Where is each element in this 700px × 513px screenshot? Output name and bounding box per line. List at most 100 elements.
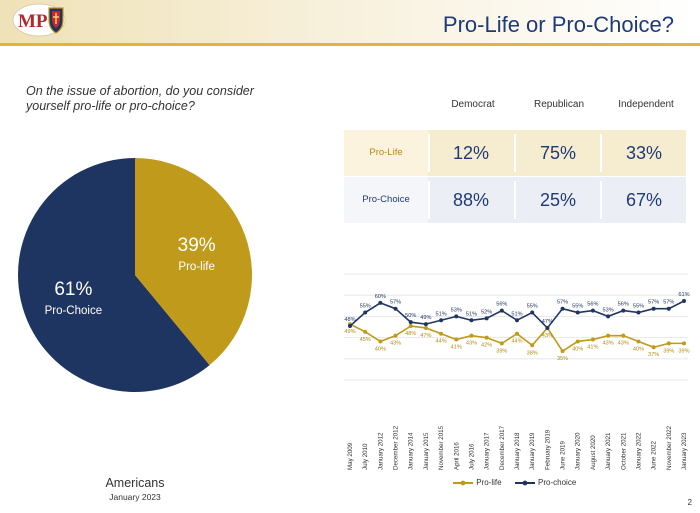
x-tick-label: August 2020 <box>590 435 597 470</box>
data-label: 49% <box>420 315 431 321</box>
data-label: 43% <box>542 333 553 339</box>
data-label: 55% <box>527 304 538 310</box>
data-label: 53% <box>602 307 613 313</box>
data-point <box>560 349 565 354</box>
shield-emblem-icon <box>48 7 64 34</box>
data-label: 39% <box>678 348 689 354</box>
pie-caption: Americans January 2023 <box>60 476 210 502</box>
data-point <box>408 320 413 325</box>
table-header-democrat: Democrat <box>451 99 495 110</box>
data-point <box>515 331 519 336</box>
data-label: 43% <box>618 341 629 347</box>
data-label: 41% <box>587 345 598 351</box>
data-point <box>590 337 595 342</box>
x-tick-label: April 2016 <box>453 442 460 470</box>
data-point <box>530 343 535 348</box>
data-label: 45% <box>360 337 371 343</box>
table-cell: 12% <box>452 143 490 163</box>
table-header-republican: Republican <box>533 99 585 110</box>
x-tick-label: January 2014 <box>408 432 415 470</box>
data-label: 43% <box>390 341 401 347</box>
pie-chart: 61% Pro-Choice 39% Pro-life <box>18 158 253 392</box>
logo: MP <box>12 3 66 37</box>
x-tick-label: January 2017 <box>484 432 491 470</box>
x-tick-label: January 2012 <box>377 432 384 470</box>
data-label: 43% <box>466 341 477 347</box>
x-tick-label: October 2021 <box>620 432 627 470</box>
data-point <box>393 333 398 338</box>
data-point <box>682 298 686 303</box>
x-tick-label: November 2015 <box>438 425 445 470</box>
pie-caption-title: Americans <box>105 476 165 490</box>
pie-label-pro-life: Pro-life <box>178 261 214 273</box>
x-tick-label: January 2019 <box>529 432 536 470</box>
data-point <box>423 325 428 330</box>
data-label: 55% <box>633 304 644 310</box>
data-point <box>530 310 535 315</box>
legend-label: Pro-choice <box>538 478 577 488</box>
data-label: 60% <box>375 294 386 300</box>
data-label: 37% <box>648 352 659 358</box>
table-cell: 67% <box>625 190 663 210</box>
data-label: 43% <box>602 341 613 347</box>
pie-label-pro-choice-pct: 61% <box>54 279 92 300</box>
table-cell: 88% <box>452 190 490 210</box>
survey-question: On the issue of abortion, do you conside… <box>26 84 254 113</box>
data-label: 52% <box>481 309 492 315</box>
data-label: 35% <box>557 356 568 362</box>
data-label: 40% <box>572 346 583 352</box>
chart-legend: Pro-life Pro-choice <box>452 478 586 487</box>
data-label: 49% <box>344 329 355 335</box>
data-label: 38% <box>527 350 538 356</box>
data-point <box>423 322 428 327</box>
x-tick-label: July 2016 <box>468 443 475 470</box>
data-label: 51% <box>466 311 477 317</box>
x-tick-label: January 2022 <box>635 432 642 470</box>
data-label: 51% <box>435 311 446 317</box>
data-label: 55% <box>360 304 371 310</box>
x-tick-label: January 2020 <box>575 432 582 470</box>
data-point <box>621 308 626 313</box>
data-point <box>575 310 580 315</box>
data-point <box>484 335 489 340</box>
legend-swatch-pro-life <box>453 480 473 486</box>
data-point <box>666 341 671 346</box>
data-label: 44% <box>435 339 446 345</box>
pie-slice-pro-choice <box>18 158 210 392</box>
data-label: 56% <box>496 302 507 308</box>
data-label: 57% <box>663 300 674 306</box>
data-point <box>469 333 474 338</box>
data-point <box>590 308 595 313</box>
data-point <box>545 325 550 330</box>
data-label: 44% <box>511 339 522 345</box>
data-point <box>515 318 519 323</box>
data-point <box>666 306 671 311</box>
legend-item-pro-life: Pro-life <box>452 478 502 487</box>
data-point <box>636 339 641 344</box>
table-row-pro-choice: Pro-Choice 88% 25% 67% <box>344 177 686 223</box>
data-point <box>454 314 459 319</box>
data-point <box>378 300 383 305</box>
data-point <box>575 339 580 344</box>
data-label: 57% <box>390 300 401 306</box>
data-point <box>408 324 413 329</box>
data-label: 48% <box>344 317 355 323</box>
data-point <box>606 314 611 319</box>
legend-swatch-pro-choice <box>514 480 535 486</box>
table-cell: 25% <box>539 190 577 210</box>
data-label: 41% <box>451 345 462 351</box>
data-label: 42% <box>481 343 492 349</box>
data-label: 56% <box>587 302 598 308</box>
data-label: 40% <box>375 346 386 352</box>
data-point <box>363 310 368 315</box>
x-tick-label: January 2018 <box>514 432 521 470</box>
x-tick-label: November 2022 <box>666 425 673 470</box>
pie-label-pro-choice: Pro-Choice <box>45 305 103 317</box>
data-point <box>378 339 383 344</box>
table-header-independent: Independent <box>618 99 674 110</box>
table-row-label: Pro-Life <box>344 130 428 176</box>
data-point <box>651 345 656 350</box>
logo-text: MP <box>18 11 48 32</box>
data-point <box>636 310 641 315</box>
pie-caption-date: January 2023 <box>109 492 161 502</box>
